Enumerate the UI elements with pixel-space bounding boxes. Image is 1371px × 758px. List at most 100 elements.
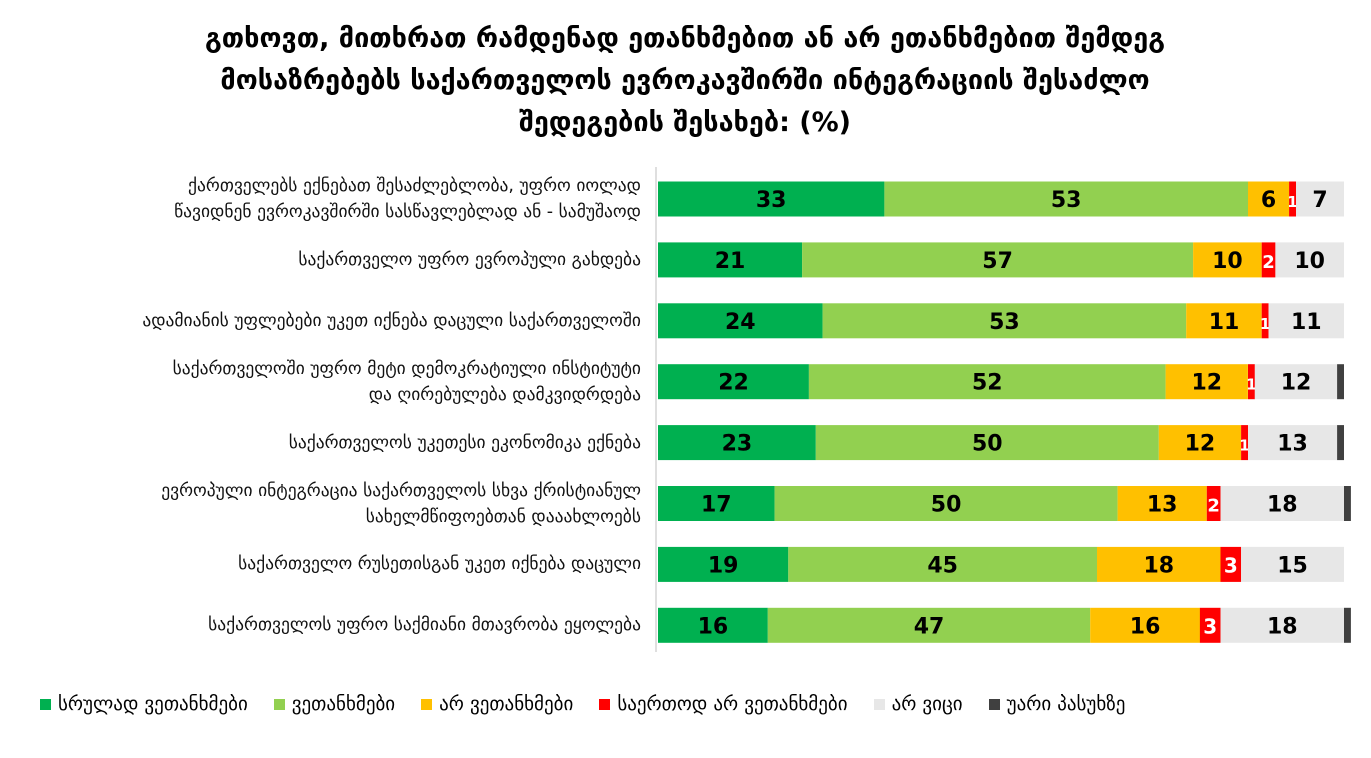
- data-label: 10: [1294, 249, 1325, 274]
- bar-segment: [788, 546, 1097, 582]
- data-label: 13: [1147, 493, 1178, 518]
- bar-segment: [658, 181, 885, 217]
- bar-segment: [658, 486, 775, 521]
- chart-legend: სრულად ვეთანხმები ვეთანხმები არ ვეთანხმები…: [40, 693, 1360, 715]
- legend-item: საერთოდ არ ვეთანხმები: [599, 693, 848, 715]
- bar-segment: [815, 425, 1159, 461]
- data-label: 33: [756, 188, 787, 213]
- bar-segment: [1248, 181, 1290, 217]
- bar-segment: [1337, 364, 1344, 400]
- legend-label: სრულად ვეთანხმები: [58, 693, 248, 715]
- legend-label: არ ვიცი: [891, 693, 963, 715]
- data-label: 24: [725, 310, 756, 335]
- bar-segment: [658, 242, 803, 278]
- chart-title: გთხოვთ, მითხრათ რამდენად ეთანხმებით ან ა…: [110, 18, 1260, 144]
- data-label: 22: [718, 371, 749, 396]
- data-label: 23: [722, 432, 753, 457]
- category-label: საქართველოში უფრო მეტი დემოკრატიული ინსტ…: [21, 356, 641, 408]
- data-label: 3: [1224, 553, 1238, 577]
- data-label: 16: [1130, 614, 1161, 639]
- bar-segment: [1158, 425, 1242, 461]
- bar-segment: [1268, 303, 1344, 339]
- data-label: 3: [1203, 614, 1217, 638]
- data-label: 6: [1261, 188, 1276, 213]
- bar-segment: [1220, 607, 1344, 643]
- category-label-line: წავიდნენ ევროკავშირში სასწავლებლად ან - …: [174, 202, 641, 222]
- bar-segment: [658, 303, 823, 339]
- bar-segment: [1241, 425, 1248, 461]
- category-label-line: საქართველოს უკეთესი ეკონომიკა ექნება: [288, 432, 641, 453]
- category-label: ევროპული ინტეგრაცია საქართველოს სხვა ქრი…: [21, 478, 641, 530]
- data-label: 18: [1267, 493, 1298, 518]
- bar-segment: [1275, 242, 1344, 278]
- bar-segment: [1117, 486, 1207, 521]
- legend-item: არ ვეთანხმები: [421, 693, 573, 715]
- category-label: საქართველო უფრო ევროპული გახდება: [21, 247, 641, 273]
- data-label: 19: [708, 553, 739, 578]
- data-label: 11: [1291, 310, 1322, 335]
- chart-title-line-3: შედეგების შესახებ: (%): [518, 107, 851, 138]
- legend-item: სრულად ვეთანხმები: [40, 693, 248, 715]
- data-label: 15: [1277, 553, 1308, 578]
- legend-label: არ ვეთანხმები: [439, 693, 574, 715]
- data-label: 52: [972, 371, 1003, 396]
- legend-item: უარი პასუხზე: [988, 693, 1125, 715]
- data-label: 53: [989, 310, 1020, 335]
- data-label: 50: [972, 432, 1003, 457]
- data-label: 1: [1287, 193, 1297, 211]
- data-label: 1: [1246, 376, 1256, 394]
- legend-item: არ ვიცი: [873, 693, 963, 715]
- data-label: 2: [1207, 496, 1220, 517]
- data-label: 57: [982, 249, 1013, 274]
- bar-segment: [658, 607, 768, 643]
- bar-segment: [1289, 181, 1296, 217]
- category-label-line: საქართველო რუსეთისგან უკეთ იქნება დაცული: [238, 554, 641, 575]
- bar-segment: [822, 303, 1187, 339]
- legend-swatch: [40, 698, 51, 710]
- legend-item: ვეთანხმები: [273, 693, 396, 715]
- bar-segment: [1186, 303, 1262, 339]
- data-label: 50: [931, 493, 962, 518]
- bar-segment: [1199, 607, 1221, 643]
- legend-swatch: [873, 698, 885, 710]
- category-label-line: ევროპული ინტეგრაცია საქართველოს სხვა ქრი…: [161, 480, 641, 501]
- bar-segment: [1254, 364, 1338, 400]
- data-label: 7: [1312, 188, 1327, 213]
- bar-segment: [1248, 364, 1255, 400]
- bar-segment: [1337, 425, 1344, 461]
- category-label: საქართველოს უფრო საქმიანი მთავრობა ეყოლე…: [21, 612, 641, 638]
- bar-segment: [658, 425, 816, 461]
- chart-title-line-1: გთხოვთ, მითხრათ რამდენად ეთანხმებით ან ა…: [205, 23, 1165, 54]
- data-label: 1: [1260, 315, 1270, 333]
- data-label: 2: [1262, 252, 1275, 273]
- bar-segment: [658, 546, 789, 582]
- data-label: 45: [927, 553, 958, 578]
- bar-segment: [1248, 425, 1338, 461]
- bar-segment: [658, 364, 809, 400]
- data-label: 12: [1185, 432, 1216, 457]
- category-label-line: საქართველოს უფრო საქმიანი მთავრობა ეყოლე…: [208, 615, 641, 636]
- bar-segment: [802, 242, 1194, 278]
- data-label: 53: [1051, 188, 1082, 213]
- bar-segment: [884, 181, 1248, 217]
- bar-segment: [1261, 303, 1269, 339]
- chart-title-line-2: მოსაზრებებს საქართველოს ევროკავშირში ინტ…: [220, 65, 1150, 96]
- category-label: ქართველებს ექნებათ შესაძლებლობა, უფრო იო…: [21, 173, 641, 225]
- bar-segment: [1206, 486, 1221, 521]
- bar-segment: [1261, 242, 1276, 278]
- legend-swatch: [599, 698, 611, 710]
- bar-segment: [1165, 364, 1248, 400]
- category-label-line: ქართველებს ექნებათ შესაძლებლობა, უფრო იო…: [188, 176, 641, 196]
- data-label: 11: [1209, 310, 1240, 335]
- category-label-line: სახელმწიფოებთან დააახლოებს: [365, 506, 641, 527]
- bar-segment: [1090, 607, 1200, 643]
- data-label: 13: [1277, 432, 1308, 457]
- legend-label: საერთოდ არ ვეთანხმები: [617, 693, 848, 715]
- data-label: 1: [1239, 437, 1249, 455]
- bar-segment: [1344, 607, 1351, 643]
- legend-label: ვეთანხმები: [291, 693, 396, 715]
- bar-segment: [1241, 546, 1344, 582]
- bar-segment: [1193, 242, 1262, 278]
- category-label: საქართველო რუსეთისგან უკეთ იქნება დაცული: [21, 551, 641, 577]
